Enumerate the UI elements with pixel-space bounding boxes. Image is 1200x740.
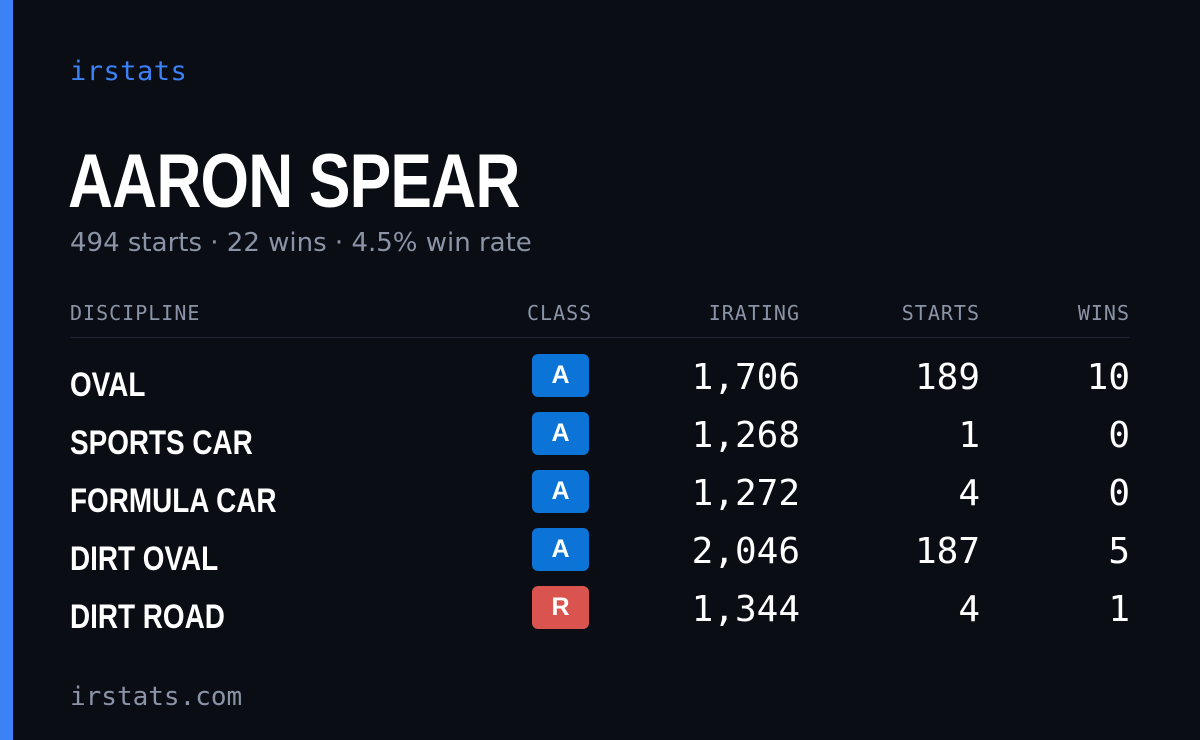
irating-value: 1,268	[691, 415, 800, 456]
class-badge: A	[532, 354, 589, 397]
header-class: CLASS	[527, 301, 593, 325]
starts-value: 4	[958, 473, 980, 514]
wins-value: 0	[1108, 473, 1130, 514]
footer-url[interactable]: irstats.com	[70, 682, 243, 712]
starts-value: 189	[914, 357, 980, 398]
accent-bar	[0, 0, 13, 740]
irating-value: 1,706	[691, 357, 800, 398]
discipline-name: DIRT ROAD	[70, 598, 225, 636]
wins-value: 0	[1108, 415, 1130, 456]
table-row: FORMULA CAR A 1,272 4 0	[0, 470, 1200, 528]
header-discipline: DISCIPLINE	[70, 301, 201, 325]
wins-value: 5	[1108, 531, 1130, 572]
starts-value: 1	[958, 415, 980, 456]
header-divider	[70, 337, 1130, 338]
irating-value: 1,272	[691, 473, 800, 514]
header-irating: IRATING	[708, 301, 800, 325]
table-row: SPORTS CAR A 1,268 1 0	[0, 412, 1200, 470]
header-starts: STARTS	[901, 301, 980, 325]
discipline-name: DIRT OVAL	[70, 540, 219, 578]
table-row: DIRT ROAD R 1,344 4 1	[0, 586, 1200, 644]
class-badge: R	[532, 586, 589, 629]
header-wins: WINS	[1077, 301, 1130, 325]
table-row: DIRT OVAL A 2,046 187 5	[0, 528, 1200, 586]
class-badge: A	[532, 412, 589, 455]
driver-name: AARON SPEAR	[68, 139, 520, 224]
irating-value: 1,344	[691, 589, 800, 630]
brand-logo[interactable]: irstats	[70, 56, 188, 87]
starts-value: 4	[958, 589, 980, 630]
irating-value: 2,046	[691, 531, 800, 572]
class-badge: A	[532, 528, 589, 571]
wins-value: 1	[1108, 589, 1130, 630]
table-row: OVAL A 1,706 189 10	[0, 354, 1200, 412]
wins-value: 10	[1086, 357, 1130, 398]
class-badge: A	[532, 470, 589, 513]
starts-value: 187	[914, 531, 980, 572]
driver-summary: 494 starts · 22 wins · 4.5% win rate	[70, 228, 532, 258]
discipline-name: SPORTS CAR	[70, 424, 253, 462]
discipline-name: OVAL	[70, 366, 146, 404]
discipline-name: FORMULA CAR	[70, 482, 277, 520]
